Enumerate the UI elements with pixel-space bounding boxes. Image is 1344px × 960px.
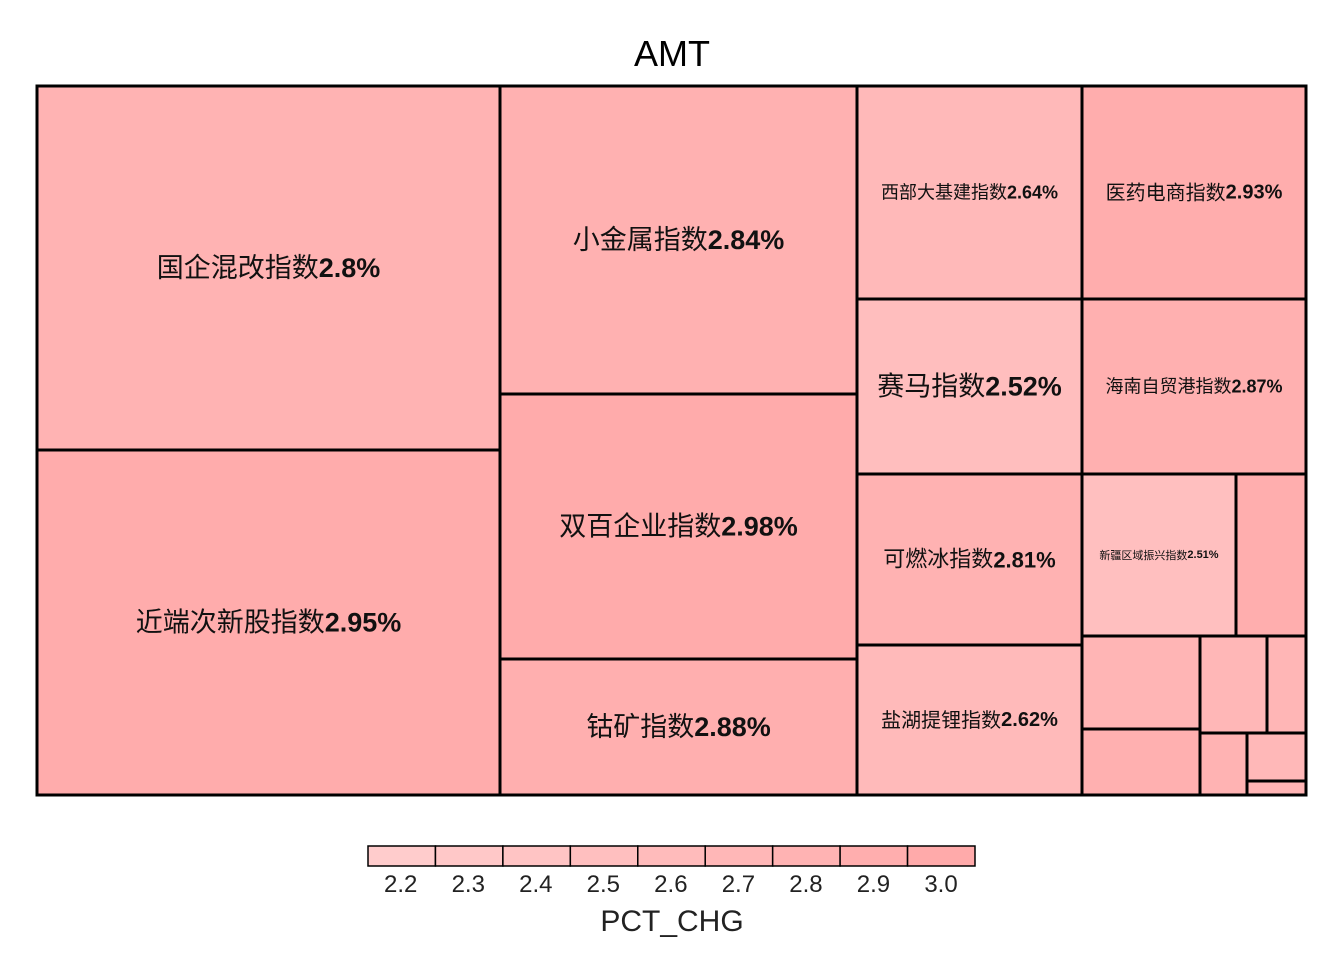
legend-tick-label: 2.3: [452, 871, 485, 898]
treemap-tile: [35, 84, 502, 452]
legend-swatch: [434, 845, 504, 867]
tile-label: 钴矿指数2.88%: [586, 712, 771, 743]
legend-swatch: [839, 845, 909, 867]
chart-title: AMT: [634, 33, 710, 74]
treemap-tile: [855, 84, 1084, 301]
legend-tick-label: 3.0: [924, 871, 957, 898]
legend-swatch: [771, 845, 841, 867]
treemap-tile: [1198, 731, 1249, 797]
legend-swatch: [906, 845, 976, 867]
tile-label: 西部大基建指数2.64%: [881, 182, 1058, 203]
tile-label: 新疆区域振兴指数2.51%: [1099, 548, 1218, 562]
legend-swatch: [367, 845, 437, 867]
tile-label: 可燃冰指数2.81%: [883, 547, 1055, 572]
treemap-tile: [1080, 634, 1202, 731]
treemap-tile: [855, 297, 1084, 476]
treemap-tile: [1265, 634, 1308, 735]
tile-label: 小金属指数2.84%: [573, 225, 785, 256]
legend-swatch: [569, 845, 639, 867]
treemap-border: [35, 84, 1308, 797]
treemap-tile: [35, 448, 502, 797]
legend-tick-label: 2.7: [722, 871, 755, 898]
legend-tick-label: 2.8: [789, 871, 822, 898]
treemap-tile: [1234, 472, 1308, 638]
tile-label: 医药电商指数2.93%: [1106, 181, 1283, 205]
legend-swatch: [502, 845, 572, 867]
treemap-tile: [1245, 731, 1308, 783]
legend-title: PCT_CHG: [600, 905, 743, 938]
treemap-tile: [855, 643, 1084, 797]
legend-swatch: [704, 845, 774, 867]
tile-label: 双百企业指数2.98%: [559, 511, 798, 542]
legend-tick-label: 2.6: [654, 871, 687, 898]
tile-label: 盐湖提锂指数2.62%: [881, 708, 1058, 732]
tile-label: 海南自贸港指数2.87%: [1105, 376, 1282, 397]
color-legend: 2.2 2.3 2.4 2.5 2.6 2.7 2.8 2.9 3.0: [367, 845, 976, 898]
treemap-tile: [855, 472, 1084, 647]
treemap-tile: [1080, 727, 1202, 797]
treemap-tile: [1198, 634, 1269, 735]
treemap-tile: [1245, 779, 1308, 797]
legend-swatch: [637, 845, 706, 867]
legend-tick-label: 2.2: [384, 871, 417, 898]
tile-label: 国企混改指数2.8%: [157, 253, 381, 284]
legend-tick-label: 2.9: [857, 871, 890, 898]
tile-label: 近端次新股指数2.95%: [136, 607, 402, 638]
legend-tick-label: 2.5: [587, 871, 620, 898]
legend-tick-label: 2.4: [519, 871, 552, 898]
tile-label: 赛马指数2.52%: [877, 371, 1062, 402]
treemap-tiles: 国企混改指数2.8% 近端次新股指数2.95% 小金属指数2.84% 双百企业指数2.…: [35, 84, 1308, 797]
treemap-tile: [498, 392, 859, 661]
